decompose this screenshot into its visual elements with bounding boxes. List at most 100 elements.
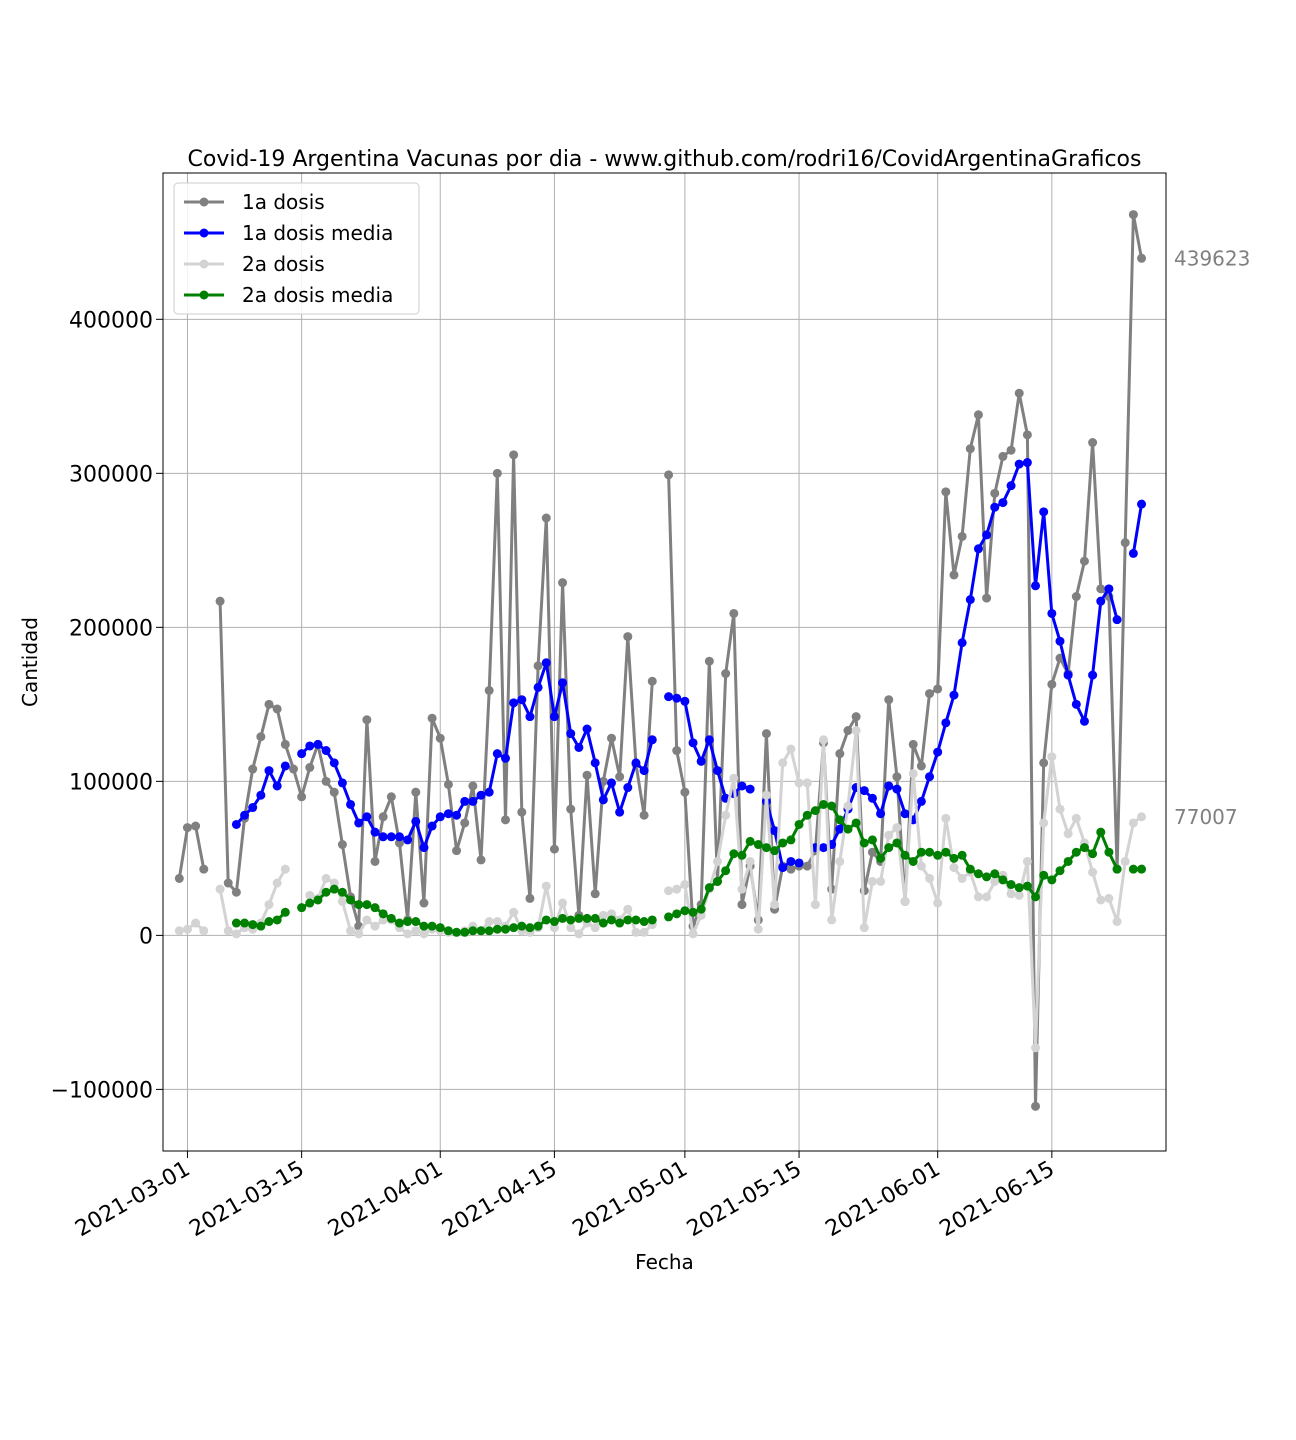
data-point [370, 827, 380, 837]
plot-frame [162, 172, 1167, 1152]
data-point [288, 764, 298, 774]
data-point [1006, 445, 1016, 455]
data-point [615, 807, 625, 817]
data-point [1112, 917, 1122, 927]
data-point [1063, 856, 1073, 866]
data-point [957, 873, 967, 883]
data-point [1055, 804, 1065, 814]
data-point [280, 864, 290, 874]
data-point [802, 810, 812, 820]
data-point [574, 742, 584, 752]
data-point [476, 855, 486, 865]
data-point [590, 889, 600, 899]
data-point [721, 669, 731, 679]
legend-box [173, 182, 420, 315]
data-point [1022, 881, 1032, 891]
x-tick-label: 2021-04-01 [324, 1157, 447, 1243]
y-tick-label: 300000 [69, 462, 153, 487]
data-point [859, 923, 869, 933]
data-point [1137, 499, 1147, 509]
data-point [680, 880, 690, 890]
data-point [802, 861, 812, 871]
data-point [248, 920, 258, 930]
data-point [941, 487, 951, 497]
data-point [1104, 847, 1114, 857]
data-point [1128, 864, 1138, 874]
data-point [965, 864, 975, 874]
data-point [704, 656, 714, 666]
data-point [1039, 818, 1049, 828]
data-point [362, 915, 372, 925]
data-point [566, 804, 576, 814]
data-point [973, 869, 983, 879]
data-point [460, 927, 470, 937]
data-point [1039, 758, 1049, 768]
data-point [248, 803, 258, 813]
x-tick-label: 2021-05-01 [569, 1157, 692, 1243]
data-point [509, 923, 519, 933]
data-point [1088, 670, 1098, 680]
data-point [541, 658, 551, 668]
data-point [827, 915, 837, 925]
data-point [492, 749, 502, 759]
data-point [313, 895, 323, 905]
data-point [704, 735, 714, 745]
data-point [631, 758, 641, 768]
data-point [590, 923, 600, 933]
legend-label: 2a dosis media [242, 283, 393, 307]
data-point [1031, 1043, 1041, 1053]
data-point [411, 926, 421, 936]
data-point [615, 918, 625, 928]
data-point [435, 812, 445, 822]
data-point [1047, 679, 1057, 689]
data-point [533, 661, 543, 671]
data-point [778, 838, 788, 848]
data-point [321, 746, 331, 756]
data-point [639, 810, 649, 820]
data-point [851, 818, 861, 828]
data-point [631, 927, 641, 937]
data-point [582, 770, 592, 780]
data-point [329, 884, 339, 894]
data-point [1137, 253, 1147, 263]
data-point [729, 849, 739, 859]
data-point [240, 918, 250, 928]
data-point [500, 815, 510, 825]
data-point [484, 917, 494, 927]
data-point [541, 881, 551, 891]
legend-label: 2a dosis [242, 252, 325, 276]
data-point [541, 915, 551, 925]
data-point [427, 821, 437, 831]
data-point [965, 595, 975, 605]
data-point [892, 784, 902, 794]
data-point [598, 910, 608, 920]
legend-swatch-marker [199, 290, 209, 300]
data-point [737, 900, 747, 910]
data-point [549, 917, 559, 927]
data-point [378, 832, 388, 842]
data-point [1096, 584, 1106, 594]
data-point [1055, 636, 1065, 646]
data-point [957, 531, 967, 541]
data-point [199, 926, 209, 936]
data-point [925, 847, 935, 857]
data-point [370, 921, 380, 931]
data-point [500, 753, 510, 763]
data-point [582, 913, 592, 923]
data-point [835, 824, 845, 834]
data-point [664, 692, 674, 702]
data-point [810, 900, 820, 910]
data-point [941, 813, 951, 823]
data-point [337, 778, 347, 788]
data-point [566, 923, 576, 933]
data-point [1079, 843, 1089, 853]
data-point [1088, 849, 1098, 859]
legend-entry: 1a dosis [184, 190, 325, 214]
data-point [305, 890, 315, 900]
data-point [606, 778, 616, 788]
data-point [280, 761, 290, 771]
data-point [378, 915, 388, 925]
data-point [558, 578, 568, 588]
data-point [990, 502, 1000, 512]
data-point [248, 764, 258, 774]
